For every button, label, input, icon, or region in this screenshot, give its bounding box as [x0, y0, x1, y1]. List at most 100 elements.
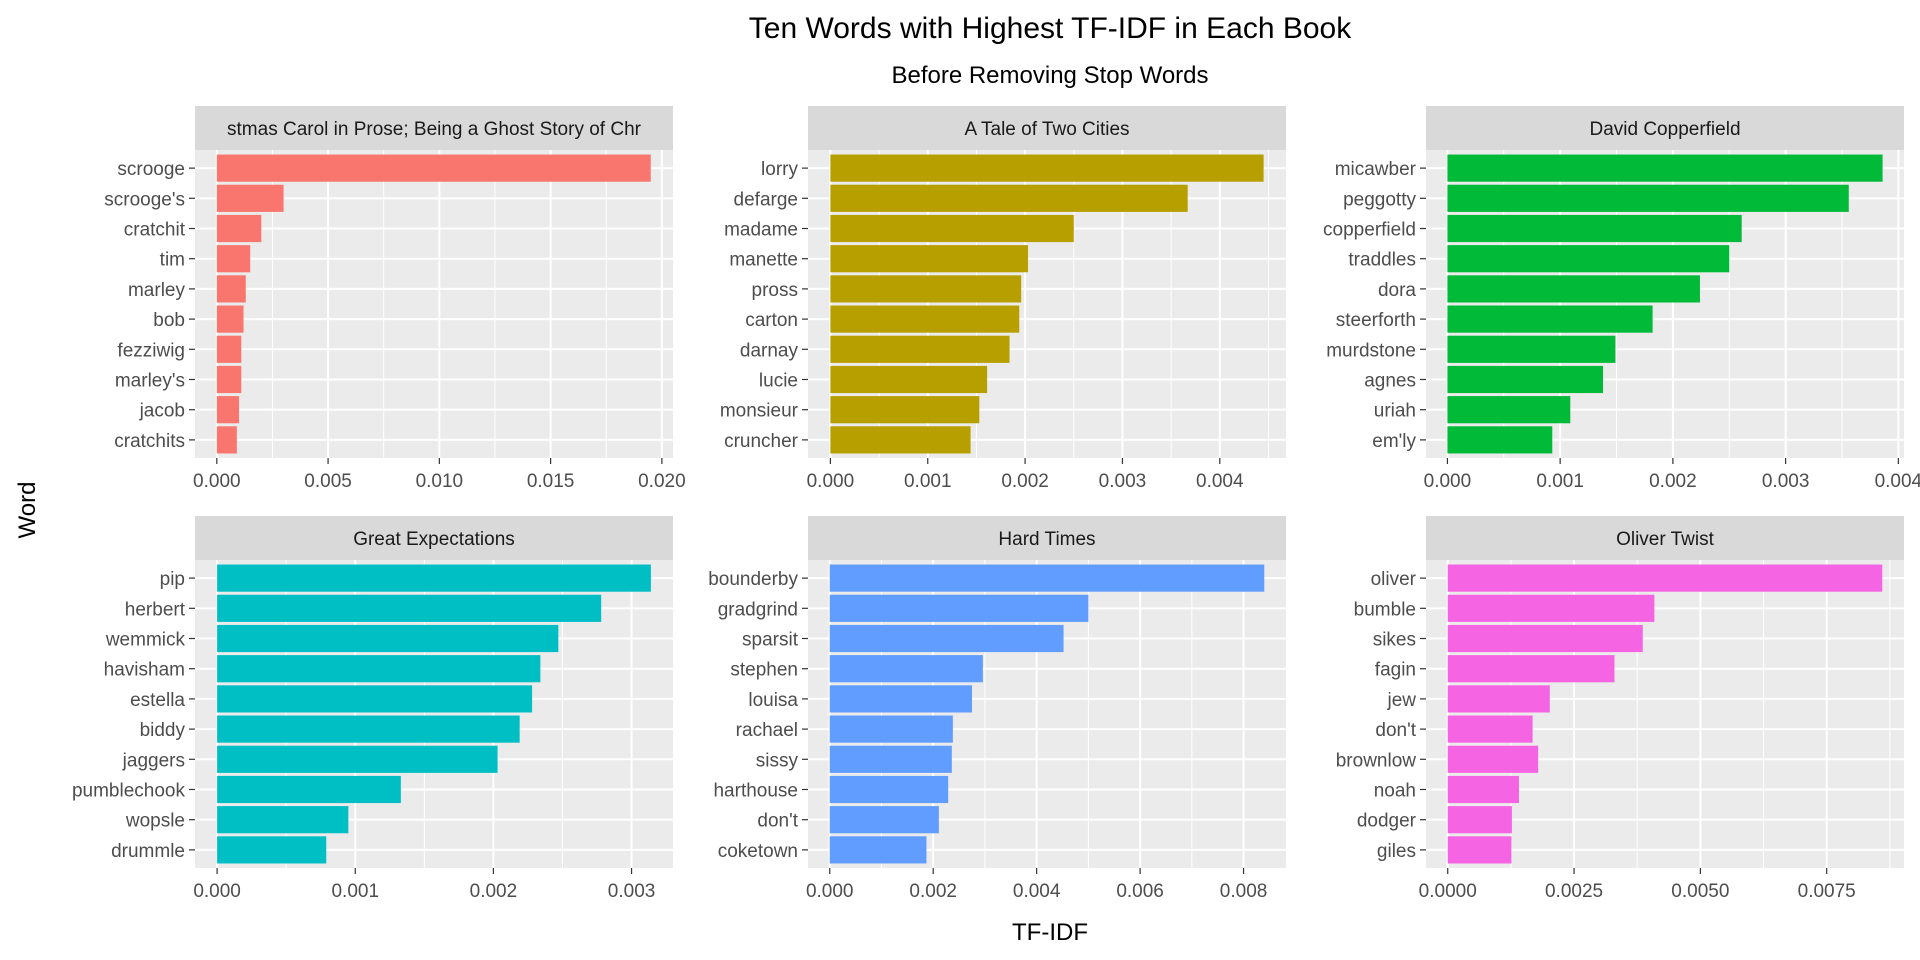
facet-panel: Great Expectations pip herbert wemmick havis…	[72, 516, 673, 902]
x-tick-label: 0.001	[904, 471, 952, 492]
facet-title: Hard Times	[998, 529, 1095, 550]
bar	[1447, 335, 1616, 363]
y-tick-label: cratchit	[124, 220, 186, 241]
x-tick-label: 0.001	[1536, 471, 1584, 492]
y-tick-label: wemmick	[105, 630, 186, 651]
facet-strip	[195, 106, 673, 150]
bar	[217, 594, 602, 622]
y-tick-label: louisa	[748, 690, 798, 711]
facet-panel: Hard Times bounderby gradgrind sparsit steph…	[708, 516, 1286, 902]
bar	[217, 564, 651, 592]
x-tick-label: 0.000	[193, 471, 241, 492]
y-tick-label: traddles	[1348, 250, 1416, 271]
bar	[829, 745, 952, 773]
y-tick-label: gradgrind	[718, 599, 798, 620]
y-tick-label: dodger	[1357, 811, 1417, 832]
y-tick-label: carton	[745, 310, 798, 331]
x-tick-label: 0.002	[470, 881, 518, 902]
x-tick-label: 0.004	[1875, 471, 1920, 492]
bar	[829, 685, 972, 713]
x-tick-label: 0.002	[1001, 471, 1049, 492]
bar	[829, 594, 1089, 622]
facet-panel: A Tale of Two Cities lorry defarge madame ma…	[720, 106, 1286, 492]
bar	[1447, 184, 1849, 212]
bar	[1447, 655, 1615, 683]
bar	[1447, 245, 1730, 273]
x-tick-label: 0.000	[1424, 471, 1472, 492]
y-axis-title: Word	[14, 482, 41, 539]
y-tick-label: sikes	[1373, 630, 1416, 651]
bar	[830, 245, 1029, 273]
bar	[1447, 396, 1571, 424]
bar	[217, 685, 533, 713]
bar	[1447, 365, 1603, 394]
facet-panel: stmas Carol in Prose; Being a Ghost Stor…	[104, 106, 686, 492]
x-tick-label: 0.003	[1762, 471, 1810, 492]
x-tick-label: 0.003	[608, 881, 656, 902]
bar	[830, 214, 1074, 243]
y-tick-label: noah	[1374, 780, 1416, 801]
y-tick-label: pip	[160, 569, 185, 590]
chart-title: Ten Words with Highest TF-IDF in Each Bo…	[749, 12, 1352, 45]
y-tick-label: stephen	[730, 660, 798, 681]
bar	[216, 154, 651, 182]
y-tick-label: giles	[1377, 841, 1416, 862]
bar	[216, 365, 242, 394]
y-tick-label: tim	[160, 250, 185, 271]
facet-strip	[808, 106, 1286, 150]
y-tick-label: dora	[1378, 280, 1416, 301]
y-tick-label: copperfield	[1323, 220, 1416, 241]
y-tick-label: bounderby	[708, 569, 798, 590]
y-tick-label: scrooge	[117, 159, 185, 180]
bar	[829, 836, 927, 864]
bar	[830, 184, 1188, 212]
y-tick-label: marley's	[115, 370, 185, 391]
bar	[216, 426, 237, 454]
x-tick-label: 0.0025	[1545, 881, 1603, 902]
bar	[217, 775, 401, 804]
bar	[1447, 275, 1700, 303]
y-tick-label: jacob	[139, 401, 185, 422]
facet-title: A Tale of Two Cities	[964, 119, 1129, 140]
y-tick-label: bumble	[1354, 599, 1416, 620]
bar	[829, 775, 949, 804]
x-tick-label: 0.000	[193, 881, 241, 902]
facet-title: Great Expectations	[353, 529, 515, 550]
y-tick-label: estella	[130, 690, 185, 711]
bar	[1447, 214, 1742, 243]
y-tick-label: peggotty	[1343, 189, 1416, 210]
bar	[217, 836, 327, 864]
y-tick-label: defarge	[734, 189, 798, 210]
bar	[216, 305, 244, 333]
y-tick-label: madame	[724, 220, 798, 241]
x-tick-label: 0.000	[806, 881, 854, 902]
chart-subtitle: Before Removing Stop Words	[891, 62, 1208, 89]
bar	[216, 275, 246, 303]
bar	[1447, 806, 1512, 834]
x-tick-label: 0.020	[638, 471, 686, 492]
bar	[217, 624, 559, 653]
x-tick-label: 0.0050	[1671, 881, 1729, 902]
facet-strip	[1426, 106, 1904, 150]
bar	[830, 275, 1022, 303]
y-tick-label: scrooge's	[104, 189, 185, 210]
y-tick-label: wopsle	[125, 811, 185, 832]
y-tick-label: biddy	[140, 720, 186, 741]
bar	[829, 624, 1064, 653]
x-tick-label: 0.004	[1013, 881, 1061, 902]
y-tick-label: monsieur	[720, 401, 799, 422]
x-tick-label: 0.002	[909, 881, 957, 902]
x-tick-label: 0.006	[1116, 881, 1164, 902]
bar	[1447, 836, 1512, 864]
y-tick-label: bob	[153, 310, 185, 331]
facet-strip	[808, 516, 1286, 560]
y-tick-label: steerforth	[1336, 310, 1416, 331]
bar	[216, 335, 242, 363]
bar	[1447, 594, 1655, 622]
y-tick-label: drummle	[111, 841, 185, 862]
bar	[1447, 745, 1539, 773]
y-tick-label: pross	[752, 280, 798, 301]
x-tick-label: 0.0000	[1419, 881, 1477, 902]
y-tick-label: rachael	[736, 720, 798, 741]
bar	[1447, 564, 1883, 592]
